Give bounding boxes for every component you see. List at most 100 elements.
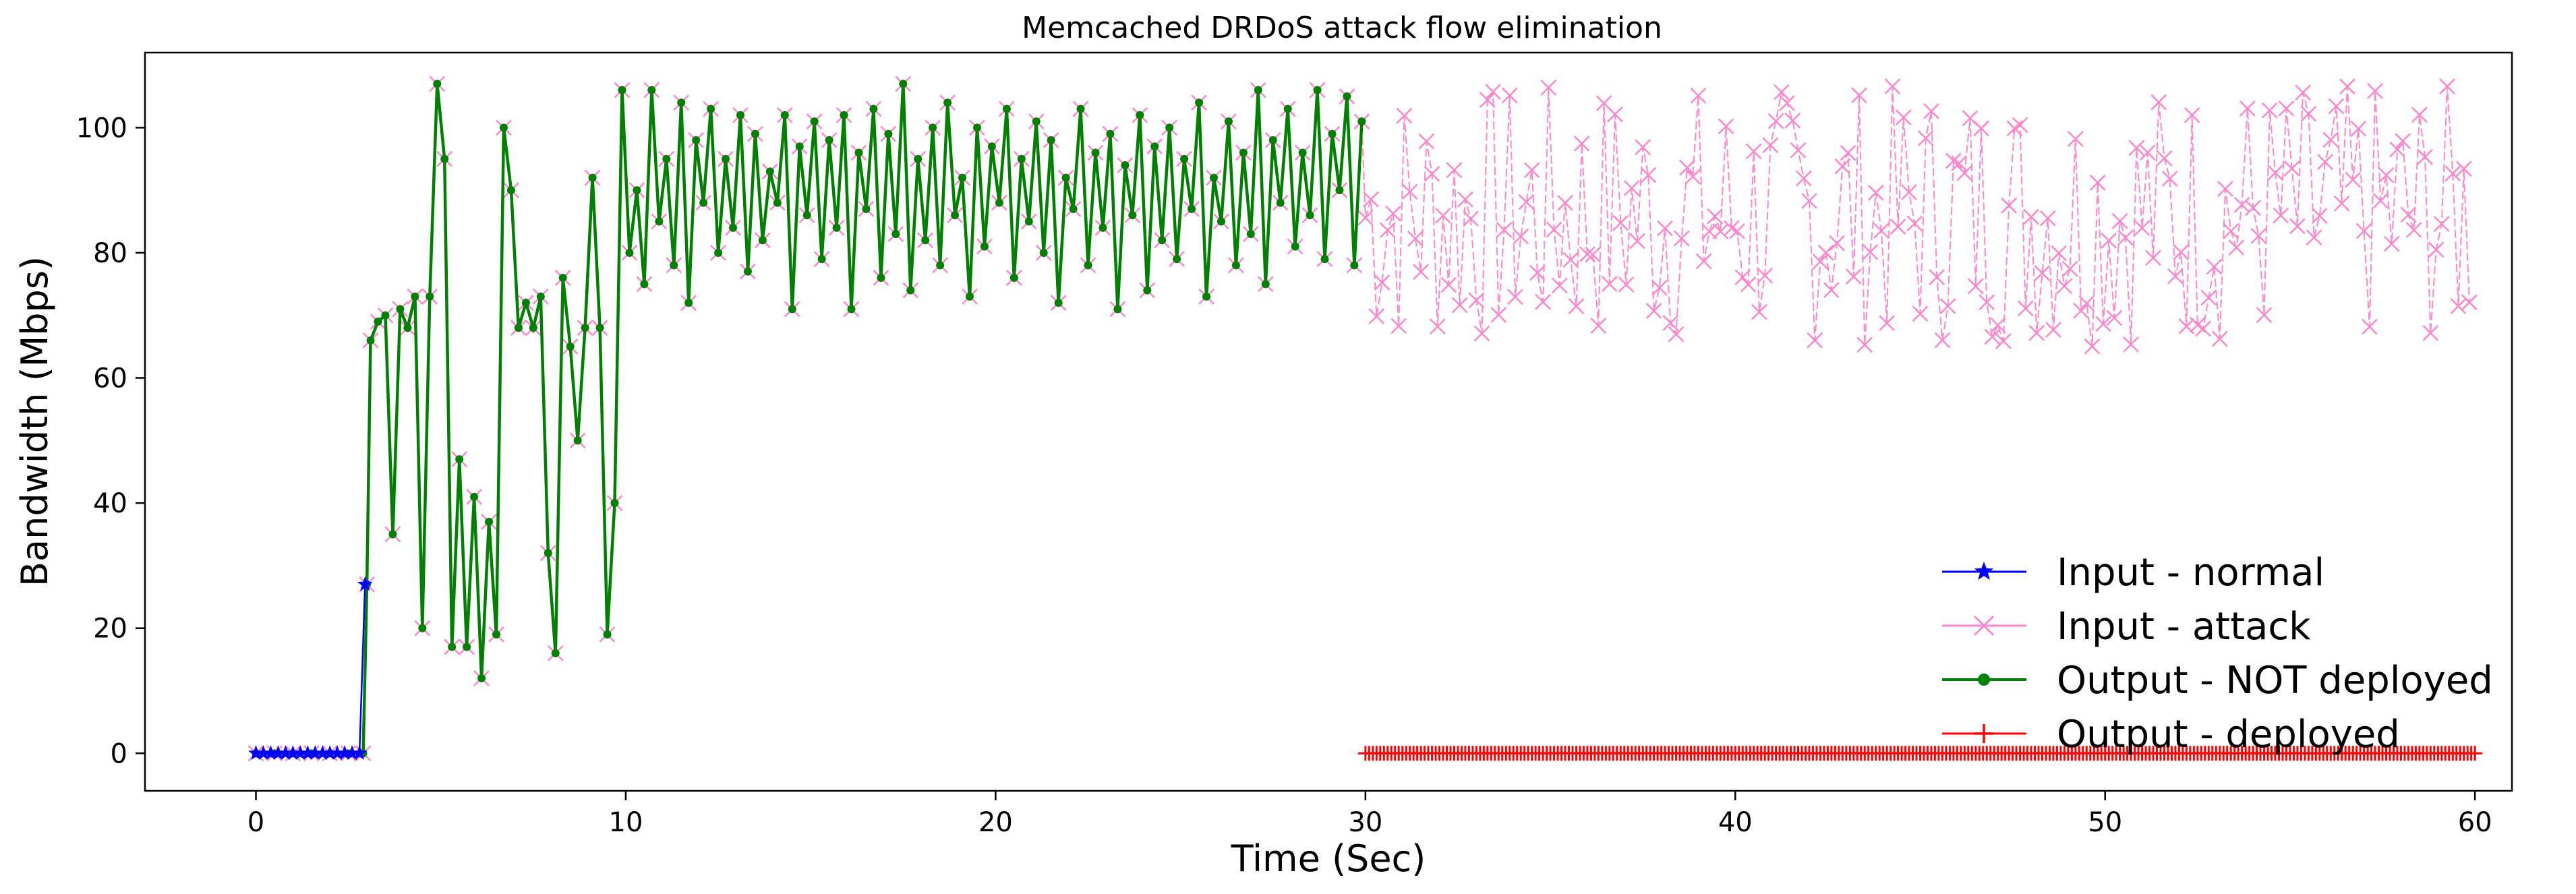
dot-marker [558,274,567,282]
x-marker [1379,222,1396,239]
x-marker [2400,206,2417,223]
x-marker [1662,315,1679,331]
dot-marker [1069,204,1078,213]
dot-marker [1113,305,1122,314]
x-marker [1446,162,1463,179]
dot-marker [1298,148,1307,157]
x-marker [2289,218,2306,235]
x-marker [1418,133,1435,150]
dot-marker [1158,236,1167,245]
x-marker [2395,133,2411,150]
dot-marker [692,136,701,144]
x-marker [1807,332,1823,349]
x-marker [1501,87,1518,104]
x-marker [2428,241,2445,258]
dot-marker [1143,286,1152,295]
x-marker [2184,107,2200,123]
dot-marker [440,154,449,163]
x-marker [1618,276,1635,293]
x-marker [2378,167,2395,183]
x-marker [2150,94,2167,111]
x-marker [2073,303,2089,319]
x-marker [2217,181,2233,198]
x-marker [2439,78,2455,94]
x-marker [1740,276,1757,293]
x-marker [1629,233,1645,249]
dot-marker [972,123,981,132]
dot-marker [403,324,412,332]
dot-marker [536,292,545,301]
x-marker [1623,180,1640,197]
x-tick-label: 40 [1718,807,1753,838]
x-marker [1929,269,1945,285]
x-marker [1790,142,1807,158]
dot-marker [810,117,819,126]
x-marker [1573,136,1590,152]
dot-marker [736,111,744,119]
x-marker [2034,265,2051,282]
x-marker [2089,175,2106,191]
x-marker [1601,276,1618,293]
dot-marker [1291,242,1299,251]
dot-marker [426,292,434,301]
dot-marker [722,154,730,163]
y-tick-label: 40 [93,488,127,519]
dot-marker [1335,186,1344,195]
plot-frame [144,51,2513,792]
x-marker [1485,84,1501,100]
dot-marker [1150,142,1159,151]
dot-marker [862,204,871,213]
x-marker [1823,282,1840,299]
x-tick-label: 60 [2458,807,2492,838]
x-tick-label: 10 [609,807,643,838]
dot-marker [544,549,552,558]
x-marker [2405,222,2422,238]
x-marker [1890,218,1906,235]
x-marker [1951,155,1967,172]
dot-marker [595,324,604,332]
x-marker [1906,215,1923,232]
dot-marker [1202,292,1211,301]
x-marker [1784,112,1801,129]
dot-marker [1039,248,1048,257]
dot-marker [921,236,930,245]
x-marker [1357,210,1374,226]
x-marker [2017,300,2034,317]
x-marker [1751,303,1767,320]
x-marker [1845,268,1862,285]
x-marker [2067,131,2084,147]
x-marker [1518,193,1535,210]
x-marker [1607,106,1623,123]
dot-marker [854,148,863,157]
x-marker [1973,120,1989,137]
x-marker [1767,113,1784,129]
series-line-output-not-deployed [256,84,1364,755]
star-marker [336,745,353,760]
series-output-not-deployed [252,80,1366,758]
x-marker [1590,318,1607,334]
dot-marker [1283,105,1292,113]
dot-marker [514,324,523,332]
star-marker [314,745,330,760]
x-marker [1734,269,1751,286]
dot-marker [877,274,885,282]
x-marker [1873,222,1890,239]
series-line-input-normal [256,584,366,754]
x-marker [2211,330,2228,347]
x-marker [1490,307,1507,323]
x-marker [1917,130,1934,146]
plus-marker [2467,746,2483,761]
x-marker [1391,318,1407,334]
dot-marker [1261,280,1270,289]
x-marker [1612,214,1629,231]
x-marker [1884,78,1901,94]
x-marker [2372,192,2389,209]
dot-marker [662,154,671,163]
dot-marker [529,324,537,332]
x-marker [2206,258,2223,275]
y-tick-label: 0 [111,738,127,769]
x-marker [1989,317,2006,334]
dot-marker [906,286,915,295]
x-marker [1757,267,1774,284]
dot-marker [366,336,375,345]
